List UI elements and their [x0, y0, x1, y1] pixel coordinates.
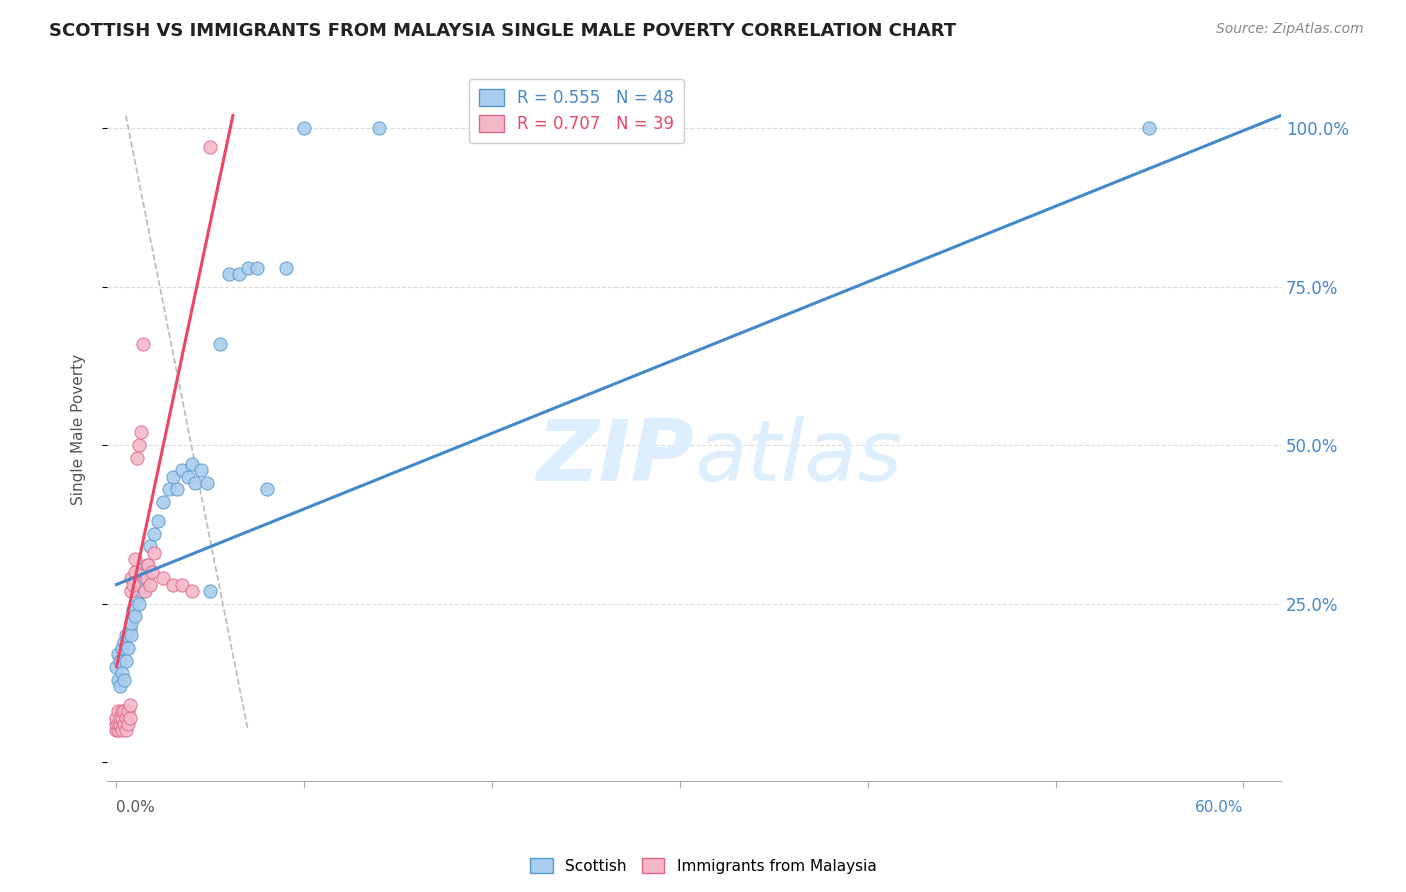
Point: [111, 666, 134, 681]
Point: [122, 603, 145, 617]
Point: [236, 260, 259, 275]
Point: [110, 654, 132, 668]
Point: [112, 673, 135, 687]
Point: [127, 450, 149, 465]
Point: [152, 495, 174, 509]
Point: [118, 698, 141, 712]
Point: [110, 679, 132, 693]
Point: [128, 597, 150, 611]
Point: [200, 140, 222, 154]
Text: ZIP: ZIP: [537, 416, 695, 499]
Text: atlas: atlas: [695, 416, 903, 499]
Point: [121, 583, 143, 598]
Point: [110, 717, 132, 731]
Point: [105, 660, 128, 674]
Point: [134, 571, 156, 585]
Point: [143, 526, 166, 541]
Point: [128, 438, 150, 452]
Point: [135, 558, 157, 573]
Point: [115, 723, 138, 738]
Point: [121, 628, 143, 642]
Point: [129, 425, 152, 440]
Point: [105, 723, 128, 738]
Point: [111, 723, 134, 738]
Point: [117, 717, 139, 731]
Point: [117, 704, 139, 718]
Point: [115, 654, 138, 668]
Point: [121, 615, 143, 630]
Point: [368, 121, 391, 136]
Point: [107, 723, 129, 738]
Point: [124, 552, 146, 566]
Point: [121, 571, 143, 585]
Point: [107, 647, 129, 661]
Point: [105, 710, 128, 724]
Point: [146, 514, 169, 528]
Text: SCOTTISH VS IMMIGRANTS FROM MALAYSIA SINGLE MALE POVERTY CORRELATION CHART: SCOTTISH VS IMMIGRANTS FROM MALAYSIA SIN…: [49, 22, 956, 40]
Point: [162, 469, 184, 483]
Text: Source: ZipAtlas.com: Source: ZipAtlas.com: [1216, 22, 1364, 37]
Point: [118, 710, 141, 724]
Point: [139, 577, 162, 591]
Point: [208, 336, 231, 351]
Point: [292, 121, 315, 136]
Point: [127, 590, 149, 604]
Point: [218, 267, 240, 281]
Point: [132, 336, 155, 351]
Point: [1139, 121, 1161, 136]
Point: [172, 577, 194, 591]
Point: [190, 463, 212, 477]
Point: [162, 577, 184, 591]
Point: [138, 558, 160, 573]
Point: [172, 463, 194, 477]
Point: [228, 267, 250, 281]
Y-axis label: Single Male Poverty: Single Male Poverty: [72, 353, 86, 505]
Text: 0.0%: 0.0%: [117, 800, 155, 815]
Point: [105, 717, 128, 731]
Point: [111, 710, 134, 724]
Point: [157, 483, 180, 497]
Point: [112, 717, 135, 731]
Point: [166, 483, 188, 497]
Point: [180, 583, 202, 598]
Point: [200, 583, 222, 598]
Point: [134, 583, 156, 598]
Point: [112, 704, 135, 718]
Point: [107, 717, 129, 731]
Point: [107, 673, 129, 687]
Point: [256, 483, 278, 497]
Point: [195, 476, 218, 491]
Point: [139, 540, 162, 554]
Point: [124, 565, 146, 579]
Legend: R = 0.555   N = 48, R = 0.707   N = 39: R = 0.555 N = 48, R = 0.707 N = 39: [470, 78, 685, 144]
Point: [135, 571, 157, 585]
Point: [115, 710, 138, 724]
Point: [117, 640, 139, 655]
Point: [110, 710, 132, 724]
Point: [129, 583, 152, 598]
Point: [112, 634, 135, 648]
Point: [180, 457, 202, 471]
Point: [111, 640, 134, 655]
Point: [122, 577, 145, 591]
Point: [274, 260, 297, 275]
Point: [124, 609, 146, 624]
Point: [143, 546, 166, 560]
Point: [115, 628, 138, 642]
Legend: Scottish, Immigrants from Malaysia: Scottish, Immigrants from Malaysia: [523, 852, 883, 880]
Point: [118, 622, 141, 636]
Point: [177, 469, 200, 483]
Point: [141, 565, 163, 579]
Point: [246, 260, 269, 275]
Point: [184, 476, 207, 491]
Text: 60.0%: 60.0%: [1195, 800, 1243, 815]
Point: [111, 704, 134, 718]
Point: [152, 571, 174, 585]
Point: [107, 704, 129, 718]
